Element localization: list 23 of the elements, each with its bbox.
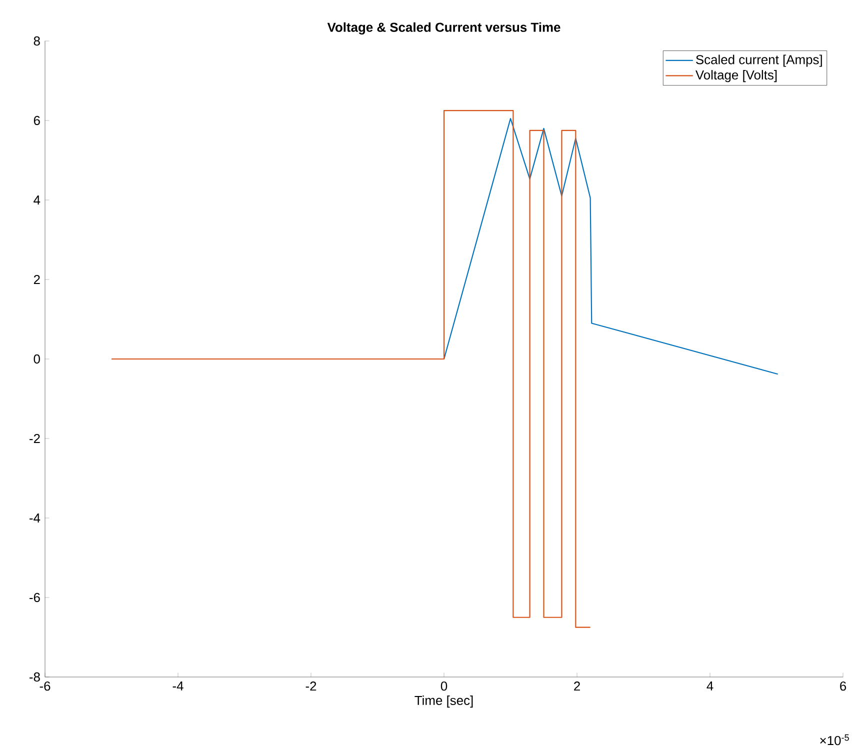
y-tick-label: 2 — [34, 274, 40, 284]
y-tick-label: -6 — [30, 592, 40, 602]
y-tick-label: 8 — [34, 36, 40, 46]
y-tick-label: 4 — [34, 196, 40, 204]
x-axis-title: Time [sec] — [414, 696, 473, 708]
y-tick-label: -4 — [30, 514, 40, 522]
x-tick-label: -2 — [306, 682, 316, 691]
line-series — [110, 110, 591, 628]
x-tick-label: -6 — [40, 682, 50, 691]
x-tick-label: 2 — [574, 682, 580, 691]
line-series — [443, 118, 778, 375]
chart-title: Voltage & Scaled Current versus Time — [327, 22, 560, 35]
y-tick-label: -2 — [30, 434, 40, 444]
y-tick-label: 6 — [34, 116, 40, 126]
legend-label: Voltage [Volts] — [696, 70, 777, 82]
x-tick-label: 6 — [840, 682, 846, 691]
x-tick-label: -4 — [172, 682, 184, 690]
legend-label: Scaled current [Amps] — [696, 54, 822, 67]
x-tick-label: 0 — [440, 682, 448, 691]
y-tick-label: -8 — [30, 672, 40, 682]
y-tick-label: 0 — [34, 354, 40, 364]
x-tick-label: 4 — [706, 682, 714, 690]
text: ×10$^{-5}$ — [820, 734, 849, 746]
